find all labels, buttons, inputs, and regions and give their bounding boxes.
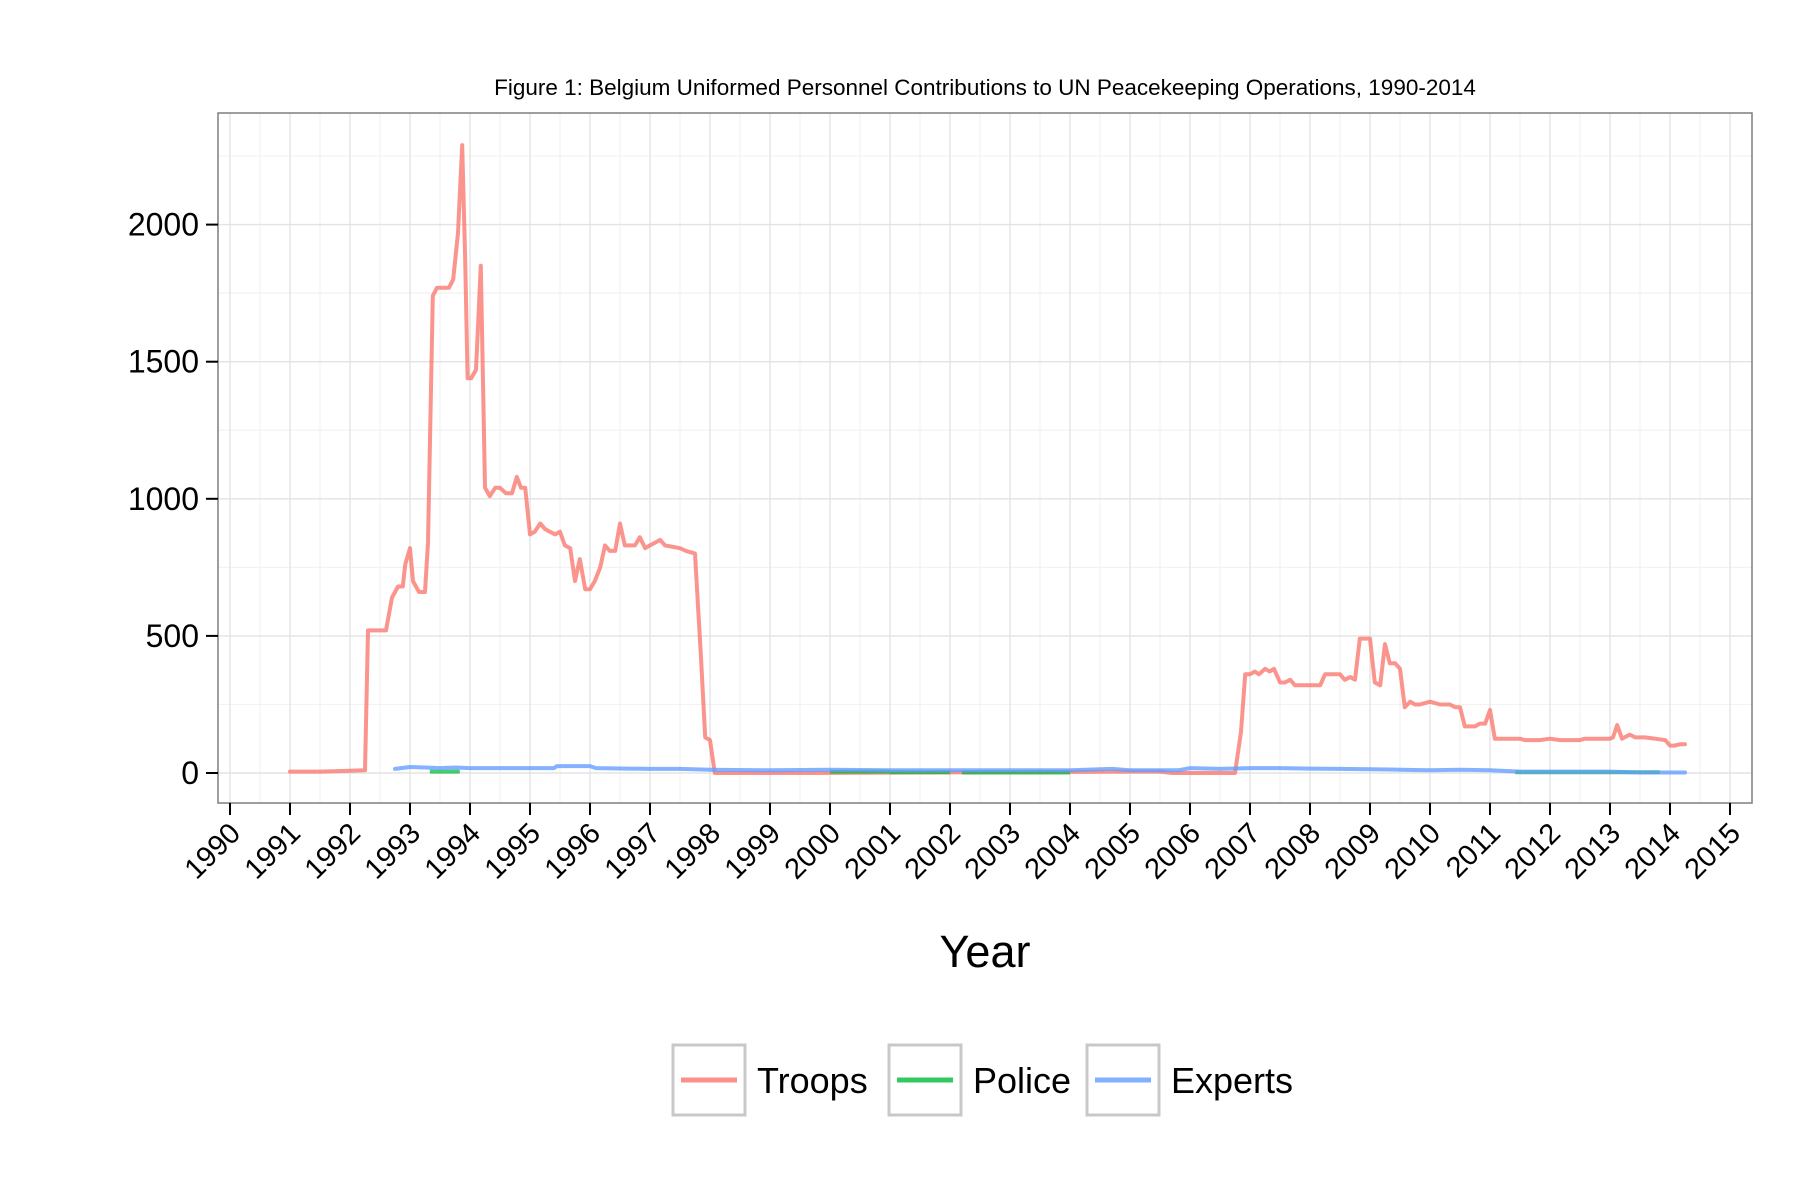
x-tick-label: 1992: [299, 817, 367, 885]
chart-title: Figure 1: Belgium Uniformed Personnel Co…: [494, 75, 1476, 100]
x-tick-label: 1990: [179, 817, 247, 885]
x-tick-label: 1999: [719, 817, 787, 885]
x-tick-label: 2004: [1019, 817, 1087, 885]
x-tick-label: 2006: [1139, 817, 1207, 885]
plot-border: [217, 112, 1753, 804]
series-layer: [288, 143, 1687, 775]
grid-major: [218, 113, 1752, 803]
x-tick-label: 1998: [659, 817, 727, 885]
x-tick-label: 2007: [1199, 817, 1267, 885]
y-axis: 0 500 1000 1500 2000: [128, 207, 218, 791]
x-tick-label: 1995: [479, 817, 547, 885]
x-tick-label: 2003: [959, 817, 1027, 885]
series-line-troops: [288, 143, 1687, 775]
x-tick-label: 2005: [1079, 817, 1147, 885]
x-tick-label: 2002: [899, 817, 967, 885]
y-tick-label: 2000: [128, 207, 199, 243]
x-tick-label: 2008: [1259, 817, 1327, 885]
y-tick-label: 500: [146, 618, 199, 654]
legend-label-experts: Experts: [1171, 1060, 1293, 1101]
x-tick-label: 1993: [359, 817, 427, 885]
x-tick-label: 1997: [599, 817, 667, 885]
legend-label-troops: Troops: [757, 1060, 868, 1101]
y-tick-label: 1500: [128, 344, 199, 380]
x-tick-label: 2010: [1379, 817, 1447, 885]
x-tick-label: 1991: [239, 817, 307, 885]
legend: Troops Police Experts: [671, 1043, 1293, 1117]
x-tick-label: 2009: [1319, 817, 1387, 885]
series-line-experts: [393, 764, 1687, 775]
x-tick-label: 2001: [839, 817, 907, 885]
legend-label-police: Police: [973, 1060, 1071, 1101]
y-tick-label: 0: [181, 755, 199, 791]
x-tick-label: 2015: [1679, 817, 1747, 885]
x-tick-label: 1994: [419, 817, 487, 885]
x-tick-label: 2012: [1499, 817, 1567, 885]
x-tick-label: 1996: [539, 817, 607, 885]
x-axis: 1990199119921993199419951996199719981999…: [179, 803, 1747, 886]
x-axis-title: Year: [940, 926, 1031, 977]
x-tick-label: 2014: [1619, 817, 1687, 885]
x-tick-label: 2000: [779, 817, 847, 885]
x-tick-label: 2013: [1559, 817, 1627, 885]
plot-panel: [218, 113, 1752, 803]
grid-minor: [218, 113, 1752, 803]
y-tick-label: 1000: [128, 481, 199, 517]
x-tick-label: 2011: [1440, 817, 1507, 884]
